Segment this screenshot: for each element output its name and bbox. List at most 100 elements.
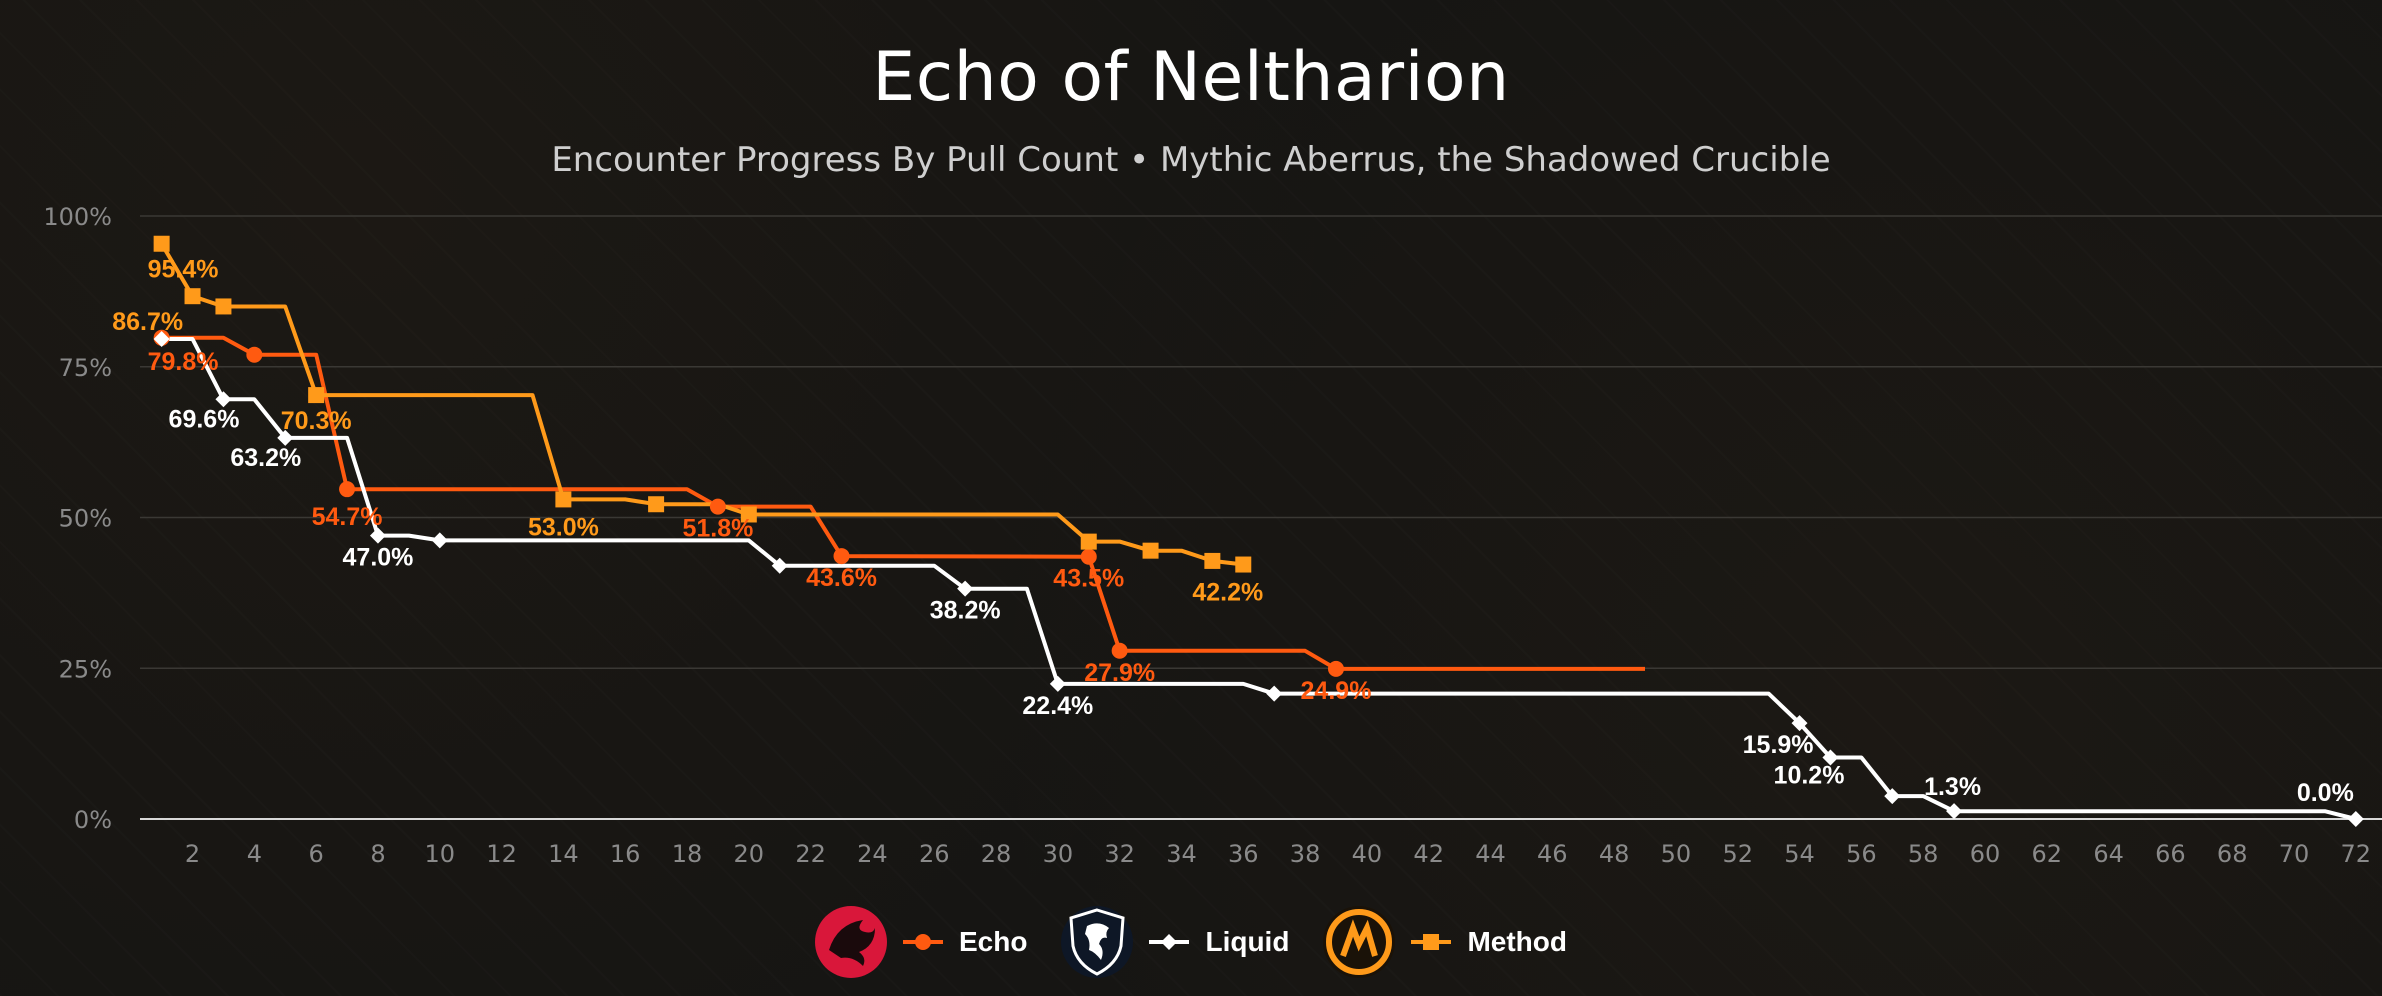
series-line-echo (161, 335, 1645, 671)
data-label-echo: 43.5% (1053, 565, 1124, 593)
x-tick-label: 26 (919, 840, 950, 868)
data-label-method: 95.4% (148, 256, 219, 284)
x-tick-label: 22 (795, 840, 826, 868)
method-m-logo-icon (1323, 906, 1396, 978)
data-label-liquid: 69.6% (169, 405, 240, 433)
y-tick-label: 25% (59, 655, 112, 683)
x-tick-label: 6 (309, 840, 324, 868)
chart-title: Echo of Neltharion (872, 38, 1510, 117)
data-label-echo: 24.9% (1301, 677, 1372, 705)
x-tick-label: 40 (1352, 840, 1383, 868)
data-point-liquid (215, 391, 232, 408)
x-tick-label: 10 (424, 840, 455, 868)
data-point-liquid (1946, 803, 1963, 820)
x-tick-label: 66 (2155, 840, 2186, 868)
data-label-method: 53.0% (528, 513, 599, 541)
progress-line-chart: 0%25%50%75%100%2 4 6 8 10 12 14 16 18 20 22 24 26 28 3… (43, 203, 2382, 868)
echo-dragon-logo-icon (815, 906, 887, 978)
data-label-echo: 51.8% (682, 515, 753, 543)
data-point-method (1235, 556, 1252, 573)
x-tick-label: 28 (981, 840, 1012, 868)
x-tick-label: 46 (1537, 840, 1568, 868)
data-point-liquid (1822, 749, 1839, 766)
chart-legend: Echo Liquid Method (0, 900, 2382, 984)
data-label-liquid: 63.2% (230, 444, 301, 472)
legend-item-echo[interactable]: Echo (815, 906, 1027, 978)
data-point-liquid (1266, 685, 1283, 702)
x-tick-label: 8 (370, 840, 385, 868)
data-point-method (215, 298, 232, 315)
data-label-liquid: 15.9% (1743, 731, 1814, 759)
x-tick-label: 38 (1290, 840, 1321, 868)
x-tick-label: 12 (486, 840, 517, 868)
data-point-echo (1327, 660, 1344, 677)
data-label-method: 42.2% (1192, 579, 1263, 607)
x-tick-label: 72 (2341, 840, 2372, 868)
data-point-echo (1111, 642, 1128, 659)
data-point-echo (1080, 548, 1097, 565)
x-tick-label: 60 (1970, 840, 2001, 868)
data-point-method (1080, 533, 1097, 550)
legend-marker-liquid (1149, 934, 1190, 950)
x-tick-label: 68 (2217, 840, 2248, 868)
data-point-method (308, 387, 325, 404)
data-label-liquid: 47.0% (343, 544, 414, 572)
x-tick-label: 48 (1599, 840, 1630, 868)
x-tick-label: 16 (610, 840, 641, 868)
data-label-liquid: 22.4% (1022, 692, 1093, 720)
data-label-echo: 54.7% (312, 503, 383, 531)
legend-marker-echo (903, 934, 943, 950)
x-tick-label: 64 (2093, 840, 2124, 868)
legend-label-liquid: Liquid (1205, 926, 1290, 957)
data-point-liquid (2347, 811, 2364, 827)
data-label-echo: 79.8% (148, 348, 219, 376)
x-tick-label: 18 (672, 840, 703, 868)
data-label-liquid: 1.3% (1924, 773, 1981, 801)
y-tick-label: 75% (59, 354, 112, 382)
data-point-method (1204, 552, 1221, 569)
data-label-echo: 43.6% (806, 564, 877, 592)
legend-label-method: Method (1467, 926, 1567, 957)
legend-item-method[interactable]: Method (1323, 906, 1567, 978)
y-tick-label: 50% (59, 505, 112, 533)
x-tick-label: 2 (185, 840, 200, 868)
data-point-liquid (1791, 715, 1808, 732)
data-label-echo: 27.9% (1084, 659, 1155, 687)
x-tick-label: 44 (1475, 840, 1506, 868)
data-point-method (153, 235, 170, 252)
data-label-method: 70.3% (281, 407, 352, 435)
x-tick-label: 50 (1661, 840, 1692, 868)
data-point-liquid (277, 429, 294, 446)
x-tick-label: 62 (2032, 840, 2063, 868)
data-label-liquid: 38.2% (930, 597, 1001, 625)
x-tick-label: 32 (1104, 840, 1135, 868)
data-point-method (184, 288, 201, 305)
series-line-liquid (161, 337, 2357, 821)
data-point-liquid (431, 532, 448, 549)
x-tick-label: 52 (1722, 840, 1753, 868)
data-point-liquid (153, 331, 170, 348)
x-tick-label: 30 (1043, 840, 1074, 868)
data-point-echo (339, 481, 356, 498)
data-point-method (648, 496, 665, 513)
data-point-method (1142, 542, 1159, 559)
liquid-horse-logo-icon (1061, 906, 1134, 978)
data-point-method (740, 506, 757, 523)
data-label-liquid: 10.2% (1774, 761, 1845, 789)
data-point-liquid (771, 557, 788, 574)
x-tick-label: 24 (857, 840, 888, 868)
data-point-liquid (957, 580, 974, 597)
x-tick-label: 56 (1846, 840, 1877, 868)
x-tick-label: 70 (2279, 840, 2310, 868)
legend-item-liquid[interactable]: Liquid (1061, 906, 1289, 978)
x-tick-label: 4 (247, 840, 262, 868)
x-tick-label: 20 (734, 840, 765, 868)
y-tick-label: 100% (43, 203, 112, 231)
data-label-liquid: 0.0% (2297, 779, 2354, 807)
x-tick-label: 58 (1908, 840, 1939, 868)
data-point-liquid (369, 527, 386, 544)
legend-label-echo: Echo (959, 926, 1028, 957)
chart-subtitle: Encounter Progress By Pull Count • Mythi… (551, 140, 1831, 180)
data-point-liquid (1049, 675, 1066, 692)
